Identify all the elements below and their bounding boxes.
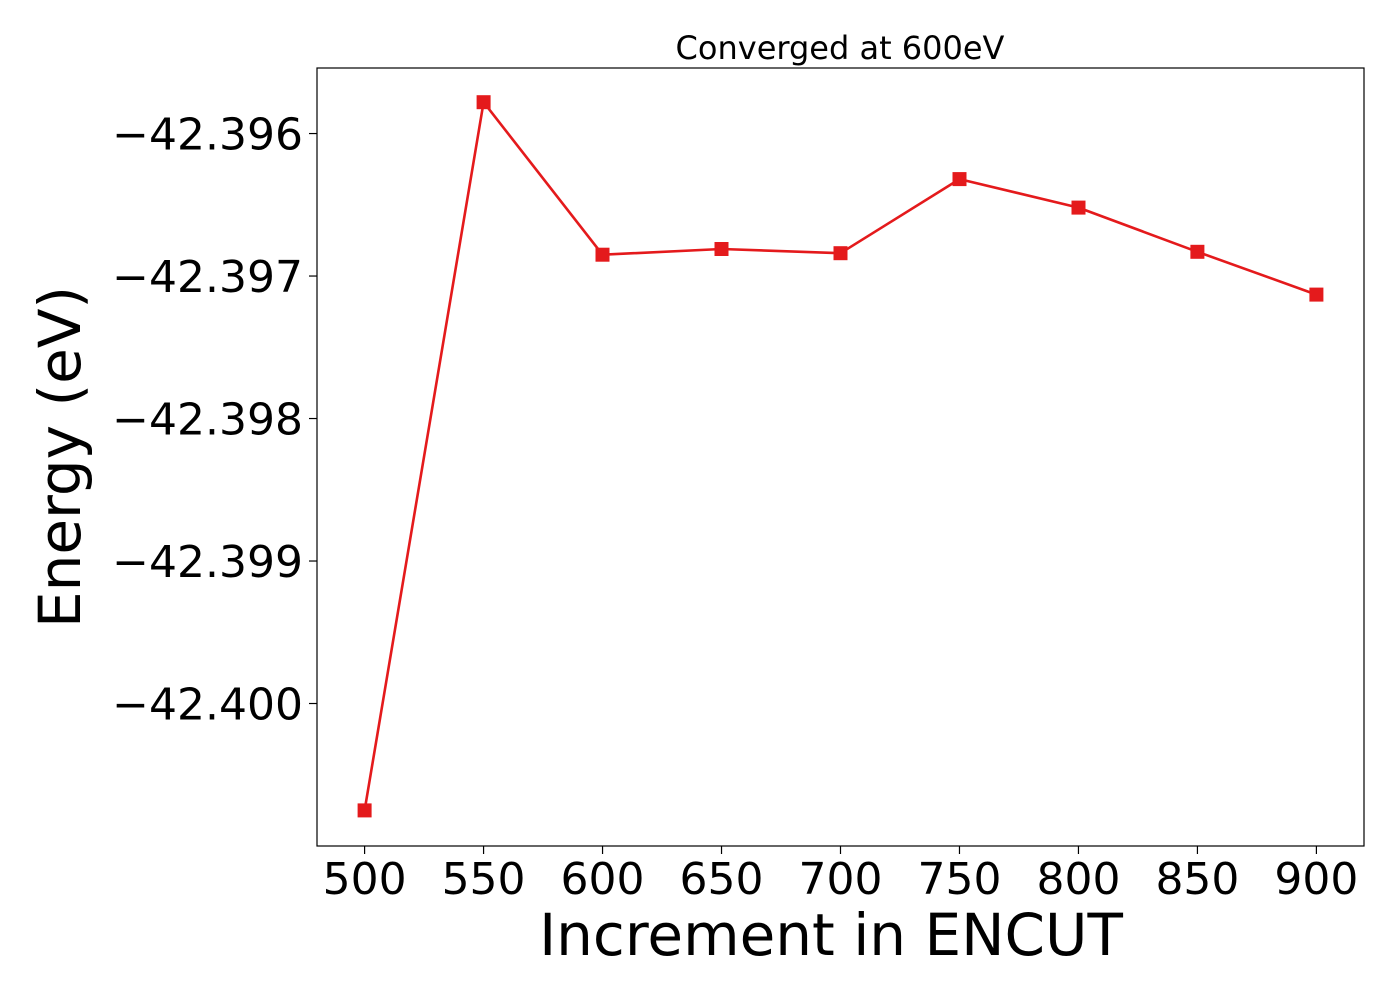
- x-axis: 500 550 600 650 700 750 800 850 900: [323, 846, 1358, 905]
- y-tick-label: −42.398: [112, 395, 303, 446]
- x-tick-label: 750: [917, 854, 1001, 905]
- x-tick-label: 700: [799, 854, 883, 905]
- x-tick-label: 500: [323, 854, 407, 905]
- series-line: [363, 100, 1317, 811]
- plot-marks: [357, 95, 1324, 818]
- data-point: [952, 172, 967, 187]
- y-tick-label: −42.397: [112, 252, 303, 303]
- x-tick-label: 900: [1274, 854, 1358, 905]
- y-tick-label: −42.399: [112, 537, 303, 588]
- y-tick-label: −42.396: [112, 110, 303, 161]
- y-tick-label: −42.400: [112, 680, 303, 731]
- x-tick-label: 850: [1155, 854, 1239, 905]
- data-point: [476, 95, 491, 110]
- x-tick-label: 650: [680, 854, 764, 905]
- plot-frame: [316, 67, 1365, 847]
- x-axis-label: Increment in ENCUT: [539, 901, 1123, 969]
- x-tick-label: 800: [1036, 854, 1120, 905]
- data-point: [1309, 287, 1324, 302]
- data-point: [833, 246, 848, 261]
- data-point: [1190, 244, 1205, 259]
- y-axis: −42.396 −42.397 −42.398 −42.399 −42.400: [112, 110, 317, 731]
- x-tick-label: 550: [442, 854, 526, 905]
- y-axis-label: Energy (eV): [26, 286, 94, 628]
- chart-title: Converged at 600eV: [676, 29, 1005, 67]
- data-point: [714, 242, 729, 256]
- data-point: [1071, 200, 1086, 215]
- x-tick-label: 600: [561, 854, 645, 905]
- data-point: [595, 247, 610, 262]
- data-point: [357, 803, 372, 818]
